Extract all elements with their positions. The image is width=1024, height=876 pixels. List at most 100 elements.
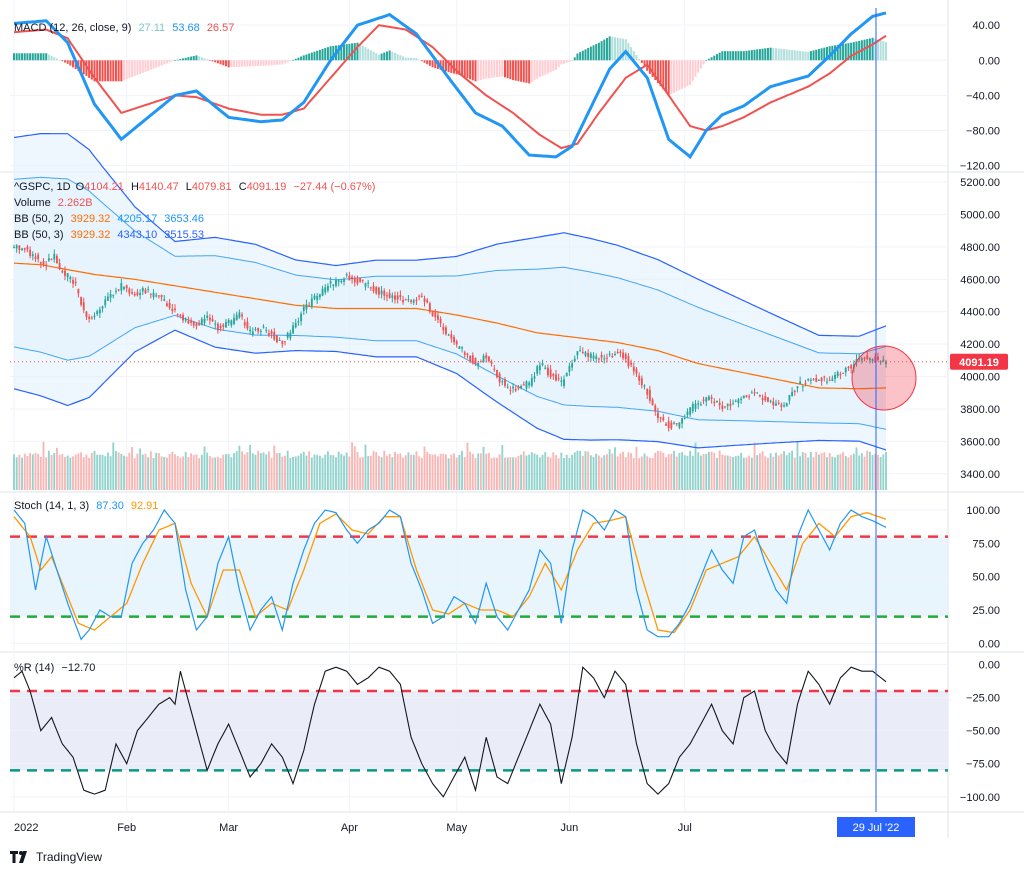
volume-bar	[58, 454, 61, 490]
volume-bar	[369, 455, 372, 490]
macd-histogram-bar	[718, 52, 721, 61]
candle-body	[648, 389, 651, 401]
macd-histogram-bar	[520, 60, 523, 82]
macd-histogram-bar	[275, 60, 278, 65]
stoch-legend-d: 92.91	[130, 500, 159, 512]
macd-histogram-bar	[380, 53, 383, 61]
candle-body	[235, 314, 238, 321]
macd-histogram-bar	[850, 42, 853, 61]
macd-histogram-bar	[267, 60, 270, 66]
volume-bar	[39, 456, 42, 490]
candle-body	[807, 379, 810, 381]
stoch-tick-label: 25.00	[972, 605, 1000, 617]
volume-bar	[249, 444, 252, 490]
candle-body	[394, 295, 396, 300]
tradingview-logo-icon	[10, 851, 27, 863]
tradingview-brand[interactable]: TradingView	[10, 850, 102, 864]
macd-histogram-bar	[53, 57, 56, 61]
candle-body	[149, 293, 152, 295]
candle-body	[115, 290, 117, 292]
candle-body	[45, 264, 48, 266]
volume-bar	[860, 453, 863, 490]
macd-histogram-bar	[165, 60, 168, 64]
macd-histogram-bar	[485, 60, 488, 79]
candle-body	[538, 365, 541, 371]
volume-bar	[90, 452, 93, 490]
macd-histogram-bar	[783, 49, 786, 61]
macd-histogram-bar	[630, 47, 633, 61]
macd-histogram-bar	[694, 60, 697, 77]
volume-bar	[638, 458, 641, 490]
candle-body	[732, 403, 735, 405]
volume-bar	[265, 454, 268, 490]
bb2-legend-basis: 3929.32	[70, 229, 111, 241]
macd-histogram-bar	[131, 60, 134, 78]
stoch-d-line	[13, 512, 887, 634]
candle-body	[726, 403, 729, 406]
candle-body	[187, 320, 190, 324]
candle-body	[597, 358, 600, 360]
macd-histogram-bar	[259, 60, 262, 66]
price-tick-label: 4800.00	[960, 242, 1000, 254]
symbol-name[interactable]: ^GSPC, 1D	[14, 181, 71, 193]
candle-body	[18, 245, 21, 250]
volume-bar	[820, 452, 823, 490]
candle-body	[509, 389, 512, 391]
volume-bar	[47, 450, 50, 490]
candle-body	[624, 353, 627, 360]
candle-body	[369, 287, 372, 289]
candle-body	[428, 303, 431, 312]
change-value: −27.44 (−0.67%)	[293, 181, 376, 193]
candle-body	[544, 367, 547, 370]
volume-bar	[241, 451, 244, 490]
candle-body	[866, 355, 869, 359]
macd-histogram-bar	[128, 60, 131, 79]
macd-histogram-bar	[407, 57, 410, 61]
volume-bar	[855, 447, 858, 490]
candle-body	[600, 354, 603, 358]
volume-bar	[879, 456, 882, 490]
candle-body	[565, 372, 568, 377]
candle-body	[101, 306, 104, 309]
stoch-legend-name: Stoch (14, 1, 3)	[14, 500, 90, 512]
volume-bar	[729, 456, 732, 490]
macd-histogram-bar	[12, 53, 16, 61]
macd-histogram-bar	[182, 58, 185, 61]
volume-bar	[246, 452, 249, 490]
williams-tick-label: −50.00	[966, 726, 1000, 738]
low-value: 4079.81	[191, 181, 232, 193]
macd-histogram-bar	[139, 60, 142, 74]
volume-bar	[783, 451, 785, 490]
volume-bar	[758, 453, 761, 490]
macd-histogram-bar	[211, 60, 214, 62]
volume-bar	[404, 455, 407, 490]
candle-body	[15, 245, 18, 249]
volume-bar	[882, 454, 885, 490]
macd-histogram-bar	[635, 55, 638, 61]
candle-body	[592, 355, 595, 359]
volume-bar	[230, 457, 233, 490]
candle-body	[512, 386, 514, 389]
candle-body	[673, 422, 675, 424]
macd-histogram-bar	[721, 51, 724, 61]
williams-tick-label: 0.00	[979, 660, 1000, 672]
volume-bar	[144, 453, 147, 490]
candle-body	[662, 417, 665, 421]
volume-bar	[361, 457, 364, 490]
macd-histogram-bar	[573, 57, 576, 61]
candle-body	[431, 311, 434, 317]
macd-histogram-bar	[820, 48, 823, 61]
volume-bar	[53, 453, 56, 490]
volume-bar	[96, 454, 99, 490]
bb-outer-upper-line	[13, 133, 887, 337]
volume-bar	[21, 457, 23, 490]
volume-bar	[343, 455, 345, 490]
volume-bar	[225, 454, 227, 490]
volume-bar	[512, 457, 514, 490]
macd-histogram-bar	[141, 60, 144, 73]
candle-body	[356, 278, 359, 284]
macd-histogram-bar	[530, 60, 533, 82]
macd-histogram-bar	[463, 60, 466, 78]
macd-histogram-bar	[879, 40, 882, 61]
